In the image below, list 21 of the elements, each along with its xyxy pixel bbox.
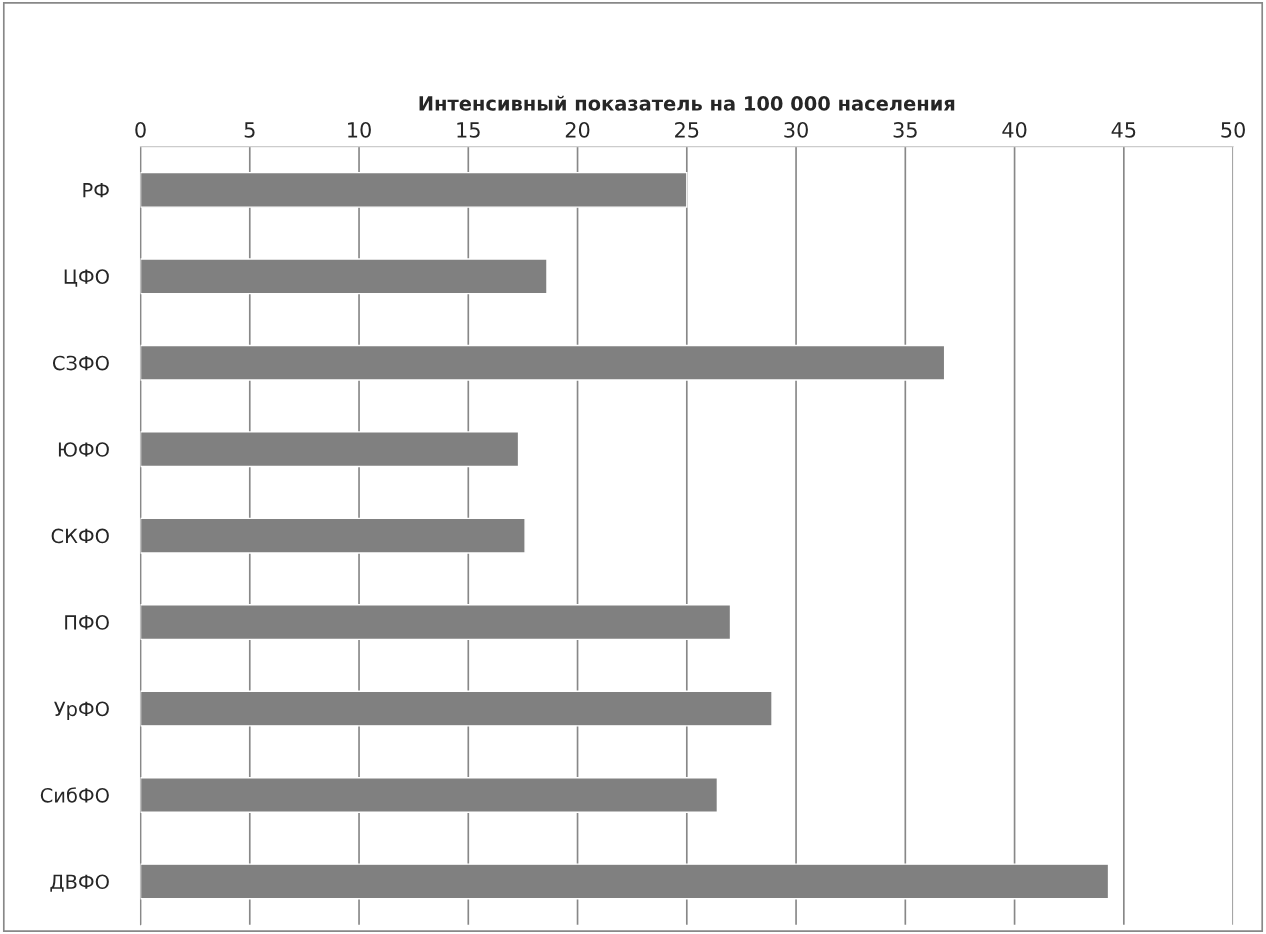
- y-tick-label: ЮФО: [58, 442, 109, 457]
- y-tick-label: РФ: [83, 183, 109, 198]
- y-tick-label: УрФО: [54, 701, 109, 720]
- y-tick-label: СКФО: [51, 528, 109, 544]
- x-tick-label: 5: [244, 122, 255, 138]
- y-tick-label: ДВФО: [50, 874, 109, 892]
- x-tick-label: 35: [893, 121, 917, 138]
- y-tick-label: СибФО: [40, 787, 109, 803]
- x-tick-label: 45: [1111, 122, 1136, 138]
- x-tick-label: 15: [457, 122, 480, 138]
- x-tick-label: 40: [1002, 121, 1027, 138]
- y-tick-label: ПФО: [65, 615, 109, 630]
- x-tick-label: 10: [348, 121, 371, 138]
- x-tick-label: 50: [1221, 121, 1245, 138]
- y-tick-label: ЦФО: [64, 269, 109, 287]
- x-tick-label: 20: [565, 121, 590, 138]
- x-tick-label: 25: [675, 121, 699, 138]
- x-tick-label: 0: [135, 121, 146, 138]
- y-tick-label: СЗФО: [52, 355, 109, 371]
- x-axis-title: Интенсивный показатель на 100 000 населения: [419, 95, 955, 111]
- x-tick-label: 30: [784, 121, 808, 138]
